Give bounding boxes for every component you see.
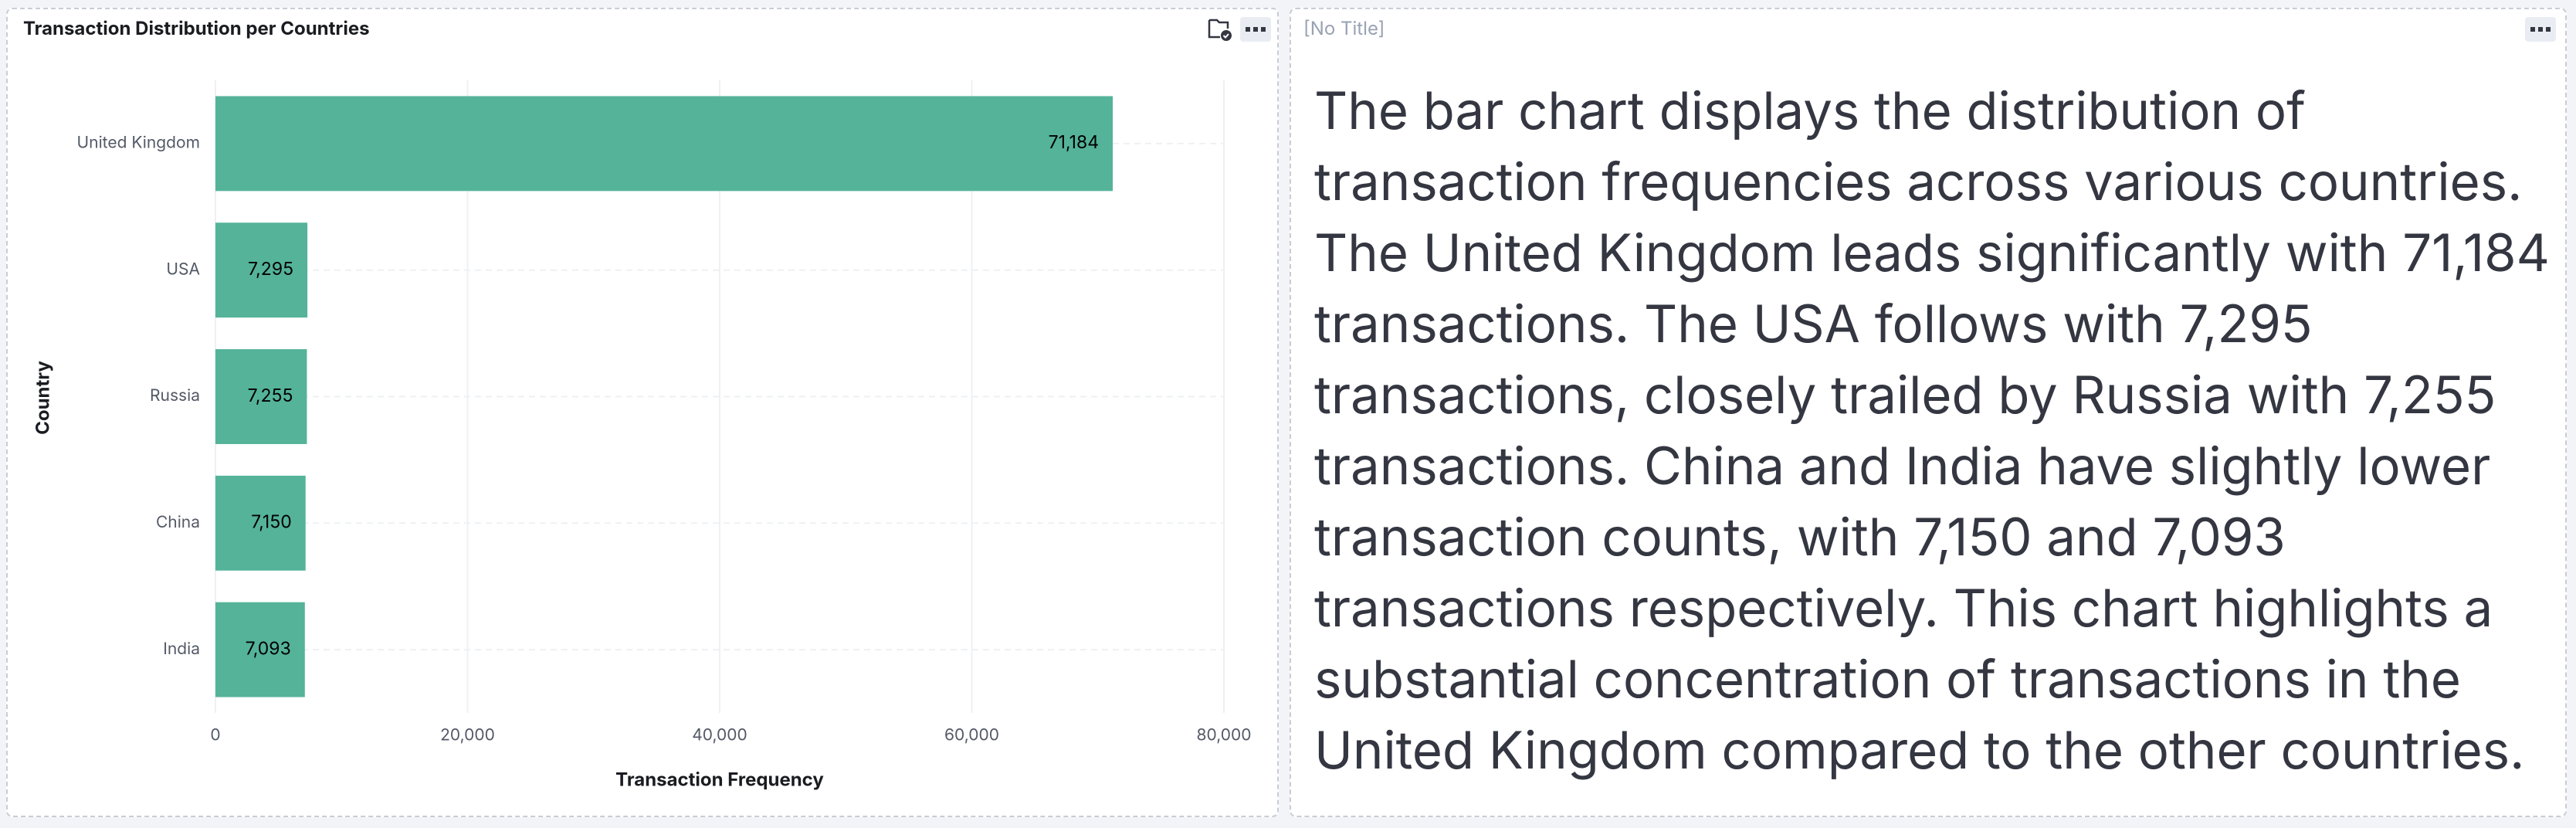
- y-tick-label: United Kingdom: [77, 134, 200, 153]
- chart: Country Transaction Frequency 0 20,000 40,…: [32, 80, 1252, 791]
- y-axis-title: Country: [32, 361, 54, 435]
- bar: [215, 349, 307, 444]
- panel-title: [No Title]: [1303, 17, 1385, 39]
- panel-title: Transaction Distribution per Countries: [23, 17, 370, 39]
- chart-panel: Transaction Distribution per Countries C…: [6, 8, 1279, 817]
- y-tick-label: India: [163, 640, 200, 659]
- x-axis-title: Transaction Frequency: [615, 769, 824, 791]
- x-tick-label: 80,000: [1197, 726, 1252, 745]
- value-label: 7,255: [248, 385, 293, 406]
- x-tick-label: 20,000: [440, 726, 495, 745]
- x-tick-label: 40,000: [692, 726, 747, 745]
- value-label: 7,295: [248, 258, 293, 280]
- value-label: 71,184: [1049, 131, 1099, 153]
- x-tick-label: 60,000: [944, 726, 999, 745]
- options-button[interactable]: [2525, 15, 2556, 43]
- value-label: 7,150: [251, 511, 292, 533]
- bar: [215, 222, 308, 318]
- options-button[interactable]: [1240, 15, 1271, 43]
- x-tick-label: 0: [210, 726, 220, 745]
- y-tick-label: China: [156, 513, 200, 532]
- y-tick-label: USA: [166, 260, 200, 279]
- markdown-text: The bar chart displays the distribution …: [1314, 80, 2550, 782]
- bar: [215, 475, 306, 571]
- bar: [215, 96, 1113, 192]
- inspect-icon[interactable]: [1206, 15, 1234, 43]
- value-label: 7,093: [246, 637, 291, 659]
- y-tick-label: Russia: [150, 386, 200, 406]
- text-panel: [No Title] The bar chart displays the di…: [1290, 8, 2567, 817]
- bar: [215, 602, 305, 697]
